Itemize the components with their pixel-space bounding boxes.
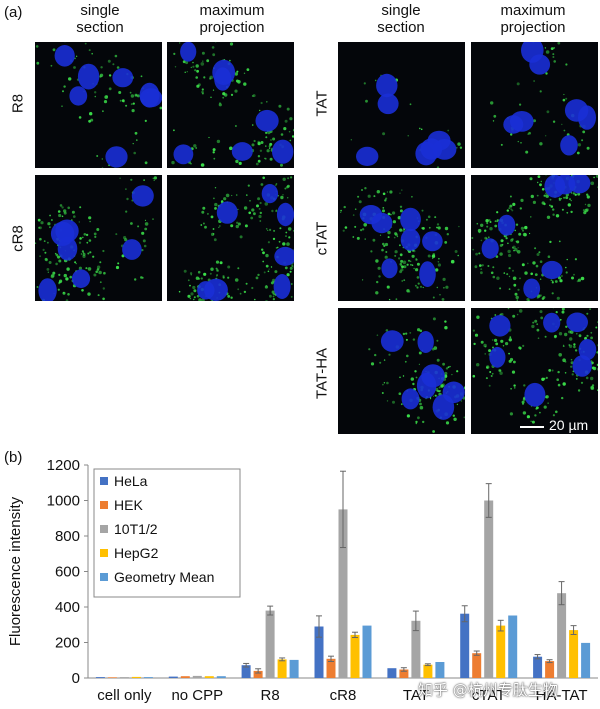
bar-3-3 <box>350 634 360 678</box>
bar-6-0 <box>533 656 543 678</box>
y-tick-label: 800 <box>55 528 80 545</box>
x-tick-label: HA-TAT <box>536 687 588 704</box>
col-header-max-left: maximum projection <box>199 2 265 36</box>
legend-swatch <box>100 549 108 557</box>
x-tick-label: cR8 <box>330 687 357 704</box>
bar-6-3 <box>569 630 579 678</box>
legend-label: Geometry Mean <box>114 569 214 585</box>
bar-4-0 <box>387 668 397 678</box>
legend-box <box>93 468 241 598</box>
bar-6-2 <box>557 593 567 678</box>
bar-5-0 <box>460 613 470 678</box>
micrograph-ctat-max <box>471 175 598 301</box>
bar-3-0 <box>314 626 324 678</box>
bar-0-2 <box>119 677 129 678</box>
bar-3-4 <box>362 625 372 678</box>
y-tick-label: 200 <box>55 635 80 652</box>
micrograph-tat-max <box>471 42 598 168</box>
micrograph-tat-single <box>338 42 465 168</box>
bar-1-0 <box>168 676 178 678</box>
micrograph-cr8-single <box>35 175 162 301</box>
bar-6-4 <box>581 642 591 678</box>
bar-4-2 <box>411 620 421 678</box>
legend-label: 10T1/2 <box>114 521 158 537</box>
col-header-max-right: maximum projection <box>500 2 566 36</box>
bar-2-4 <box>289 659 299 678</box>
row-label-cr8: cR8 <box>9 225 27 252</box>
panel-a-label: (a) <box>4 4 23 21</box>
col-header-single-left: single section <box>76 2 124 36</box>
watermark: 知乎 @杭州专肽生物 <box>418 681 558 699</box>
bar-3-1 <box>326 658 336 678</box>
micrograph-r8-max <box>167 42 294 168</box>
bar-2-0 <box>241 665 251 678</box>
y-axis-title: Fluorescence intensity <box>7 496 24 646</box>
micrograph-cr8-max <box>167 175 294 301</box>
bar-5-4 <box>508 615 518 678</box>
bar-4-4 <box>435 662 445 678</box>
micrograph-tat-ha-single <box>338 308 465 434</box>
x-tick-label: cTAT <box>472 687 506 704</box>
bar-2-1 <box>253 670 263 678</box>
y-tick-label: 1200 <box>47 457 80 474</box>
bar-1-1 <box>180 676 190 678</box>
y-tick-label: 0 <box>72 670 80 687</box>
scale-bar <box>520 426 544 428</box>
row-label-r8: R8 <box>9 93 27 114</box>
row-label-ctat: cTAT <box>313 221 331 256</box>
legend-swatch <box>100 501 108 509</box>
bar-0-3 <box>131 676 141 678</box>
bar-4-3 <box>423 664 433 678</box>
y-tick-label: 600 <box>55 564 80 581</box>
legend-label: HEK <box>114 497 143 513</box>
bar-0-4 <box>143 677 153 678</box>
bar-4-1 <box>399 669 409 678</box>
bar-1-3 <box>204 676 214 678</box>
x-tick-label: R8 <box>261 687 280 704</box>
micrograph-tat-ha-max <box>471 308 598 434</box>
bar-5-3 <box>496 625 506 678</box>
legend-swatch <box>100 573 108 581</box>
bar-chart: 0 200 400 600 800 1000 1200 Fluorescence intens… <box>7 457 598 704</box>
bar-0-0 <box>95 677 105 678</box>
bar-1-4 <box>216 676 226 678</box>
bar-5-1 <box>472 653 482 678</box>
bar-2-3 <box>277 659 287 678</box>
legend-swatch <box>100 477 108 485</box>
legend-swatch <box>100 525 108 533</box>
bar-2-2 <box>265 610 275 678</box>
y-tick-label: 400 <box>55 599 80 616</box>
bar-6-1 <box>545 661 555 678</box>
y-tick-label: 1000 <box>47 493 80 510</box>
panel-b-label: (b) <box>4 449 23 466</box>
bar-3-2 <box>338 509 348 678</box>
bar-5-2 <box>484 500 494 678</box>
bar-1-2 <box>192 675 202 678</box>
micrograph-ctat-single <box>338 175 465 301</box>
x-tick-label: TAT <box>403 687 429 704</box>
legend-label: HeLa <box>114 473 148 489</box>
x-tick-label: cell only <box>97 687 152 704</box>
x-tick-label: no CPP <box>171 687 223 704</box>
row-label-tat-ha: TAT-HA <box>313 347 331 400</box>
scale-bar-label: 20 µm <box>549 417 589 433</box>
bar-0-1 <box>107 677 117 678</box>
legend-label: HepG2 <box>114 545 159 561</box>
col-header-single-right: single section <box>377 2 425 36</box>
row-label-tat: TAT <box>313 90 331 117</box>
micrograph-r8-single <box>35 42 162 168</box>
